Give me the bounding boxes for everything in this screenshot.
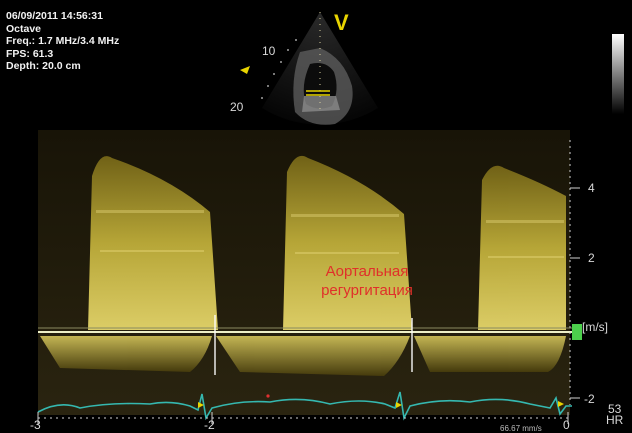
- regurgitation-envelopes: [88, 155, 566, 330]
- velocity-tick-neg2: -2: [584, 392, 595, 406]
- hr-value: 53: [607, 402, 622, 416]
- annotation-line1: Аортальная: [325, 263, 409, 280]
- hr-label: HR: [606, 413, 624, 427]
- fps: FPS: 61.3: [6, 47, 54, 60]
- velocity-tick-2: 2: [588, 251, 595, 265]
- header-info: 06/09/2011 14:56:31 Octave Freq.: 1.7 MH…: [6, 10, 119, 73]
- datetime: 06/09/2011 14:56:31: [6, 10, 103, 22]
- depth: Depth: 20.0 cm: [6, 60, 81, 72]
- time-tick-neg3: -3: [30, 418, 41, 432]
- time-axis: [37, 412, 572, 424]
- grayscale-bar: [612, 34, 624, 114]
- doppler-speckle: [96, 210, 564, 258]
- forward-flow: [40, 336, 566, 376]
- ecg-markers: [198, 401, 564, 408]
- sector-image: [240, 12, 378, 125]
- valve-clicks: [214, 315, 413, 375]
- velocity-unit: [m/s]: [582, 320, 608, 334]
- time-tick-0: 0: [563, 418, 570, 432]
- velocity-scale: [569, 140, 580, 405]
- ecg-trace: [37, 391, 572, 421]
- annotation-line2: регургитация: [321, 282, 413, 299]
- mode: Octave: [6, 22, 42, 35]
- velocity-tick-4: 4: [588, 181, 595, 195]
- annotation-label: Аортальная регургитация: [282, 262, 452, 300]
- baseline-marker[interactable]: [572, 324, 582, 340]
- orientation-marker: [240, 66, 250, 74]
- sector-marker-v: V: [334, 10, 349, 35]
- sweep-speed: 66.67 mm/s: [500, 424, 542, 433]
- depth-label-10: 10: [262, 44, 276, 58]
- depth-label-20: 20: [230, 100, 244, 114]
- heart-rate: 53 HR: [606, 402, 624, 427]
- time-tick-neg2: -2: [204, 418, 215, 432]
- frequency: Freq.: 1.7 MHz/3.4 MHz: [6, 35, 120, 47]
